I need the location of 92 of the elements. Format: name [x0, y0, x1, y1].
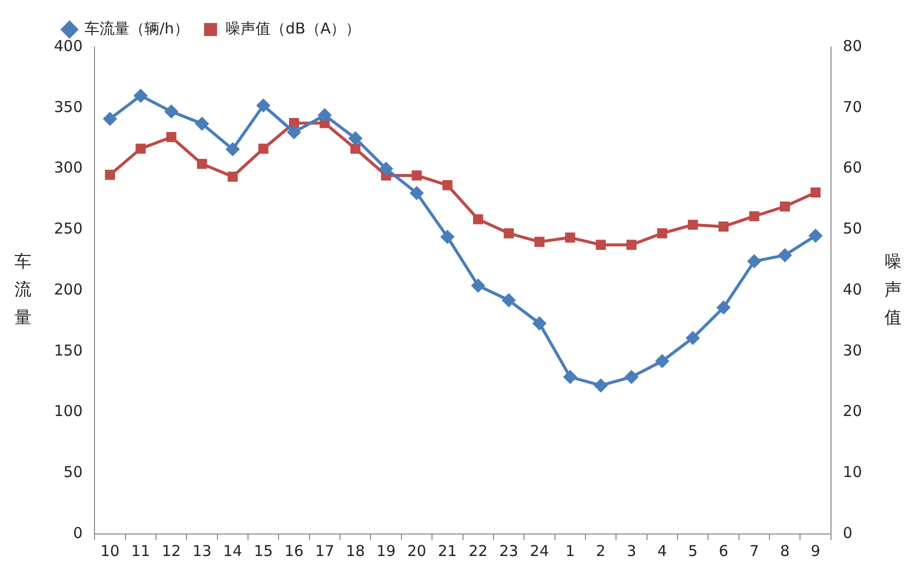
point: [289, 118, 300, 128]
point: [625, 370, 638, 384]
point: [288, 126, 301, 139]
point: [778, 248, 792, 262]
point: [472, 279, 485, 292]
y-tick-label: 350: [54, 98, 83, 116]
x-tick-label: 5: [688, 542, 698, 560]
x-tick-label: 2: [596, 542, 606, 560]
point: [258, 144, 268, 154]
y2-axis-title: 噪声值: [884, 251, 902, 330]
point: [473, 214, 484, 224]
point: [594, 378, 608, 392]
point: [196, 117, 209, 130]
legend-label: 噪声值（dB（A））: [226, 19, 361, 38]
point: [380, 162, 393, 176]
point: [228, 172, 238, 182]
legend-label: 车流量（辆/h）: [84, 19, 190, 38]
x-tick-label: 12: [162, 542, 181, 560]
x-tick-label: 11: [131, 542, 150, 560]
y2-tick-label: 40: [842, 280, 862, 298]
y2-tick-label: 50: [842, 220, 862, 238]
x-tick-label: 24: [530, 542, 550, 560]
x-tick-label: 13: [192, 542, 212, 560]
y2-tick-label: 70: [842, 98, 862, 116]
y2-tick-label: 10: [842, 463, 862, 482]
point: [134, 89, 148, 102]
x-tick-label: 9: [810, 542, 820, 560]
point: [504, 228, 514, 238]
x-tick-label: 21: [438, 542, 457, 560]
x-tick-label: 1: [565, 542, 575, 560]
x-tick-label: 15: [254, 542, 273, 560]
point: [780, 201, 790, 212]
x-tick-label: 4: [657, 542, 667, 560]
x-tick-label: 3: [626, 542, 636, 560]
y-axis-title: 车流量: [14, 251, 32, 330]
y-tick-label: 150: [54, 341, 83, 360]
y-tick-label: 100: [54, 402, 83, 420]
point: [565, 232, 576, 243]
x-tick-label: 23: [499, 542, 518, 560]
y2-tick-label: 80: [842, 36, 862, 55]
x-tick-label: 17: [315, 542, 334, 560]
x-tick-label: 16: [284, 542, 304, 560]
y-tick-label: 0: [73, 524, 83, 542]
y-tick-label: 400: [54, 36, 83, 55]
point: [688, 220, 698, 230]
x-tick-label: 6: [718, 542, 728, 560]
point: [532, 316, 546, 330]
x-tick-label: 14: [223, 542, 242, 560]
y-tick-label: 250: [54, 220, 83, 238]
point: [810, 187, 821, 198]
point: [596, 240, 606, 250]
y-tick-label: 50: [64, 463, 83, 482]
point: [717, 301, 730, 314]
point: [502, 294, 516, 307]
point: [410, 186, 424, 200]
point: [103, 112, 116, 126]
y2-tick-label: 0: [842, 524, 852, 542]
y2-tick-label: 20: [842, 402, 862, 420]
x-tick-label: 7: [749, 542, 759, 560]
point: [226, 142, 240, 156]
point: [318, 108, 332, 122]
point: [656, 354, 669, 368]
point: [686, 331, 700, 344]
point: [718, 222, 729, 232]
x-tick-label: 8: [780, 542, 790, 560]
point: [749, 211, 760, 222]
point: [626, 240, 637, 250]
point: [534, 236, 545, 247]
y-tick-label: 300: [54, 158, 83, 177]
point: [348, 132, 362, 145]
x-tick-label: 18: [346, 542, 365, 560]
point: [350, 144, 360, 154]
point: [256, 98, 270, 112]
point: [440, 230, 454, 244]
y2-tick-label: 30: [842, 341, 862, 360]
point: [564, 370, 577, 384]
x-tick-label: 22: [468, 542, 488, 560]
x-tick-label: 10: [100, 542, 120, 560]
point: [748, 254, 761, 268]
point: [164, 105, 178, 118]
point: [657, 228, 668, 238]
point: [166, 132, 176, 142]
point: [104, 170, 116, 180]
y2-tick-label: 60: [842, 158, 862, 177]
y-tick-label: 200: [54, 280, 83, 298]
x-tick-label: 19: [376, 542, 396, 560]
point: [442, 180, 452, 190]
point: [809, 229, 822, 242]
x-tick-label: 20: [407, 542, 426, 560]
point: [412, 170, 422, 180]
point: [196, 158, 208, 169]
point: [136, 144, 146, 154]
